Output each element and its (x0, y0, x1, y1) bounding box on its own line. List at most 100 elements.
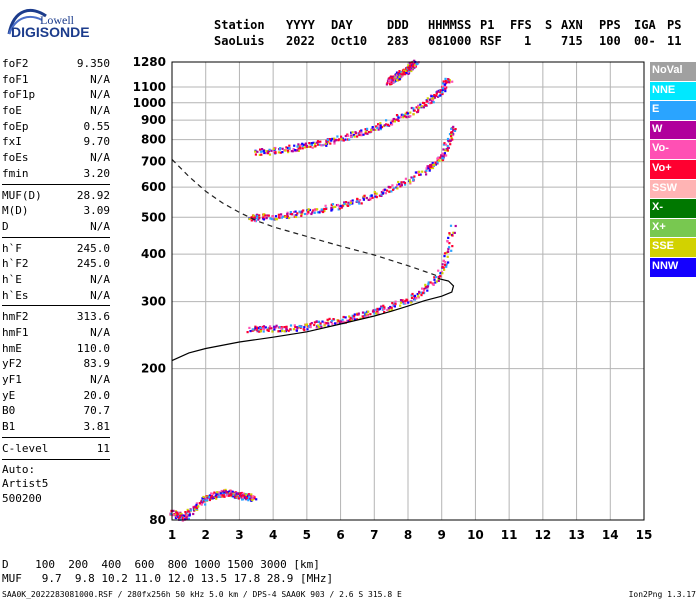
echo-point (360, 131, 363, 134)
echo-point (295, 329, 298, 332)
header-value: 1 (524, 34, 532, 48)
y-tick-label: 300 (141, 295, 166, 309)
echo-point (310, 212, 313, 216)
echo-point (326, 318, 329, 321)
echo-point (286, 212, 289, 216)
echo-point (437, 159, 441, 162)
echo-point (336, 135, 339, 138)
echo-point (401, 73, 404, 76)
echo-point (391, 184, 394, 187)
echo-point (395, 78, 399, 81)
echo-point (286, 147, 290, 150)
echo-point (451, 138, 454, 141)
echo-point (399, 116, 403, 119)
echo-point (410, 69, 413, 73)
echo-point (251, 216, 254, 219)
echo-point (294, 215, 297, 218)
echo-point (267, 329, 270, 332)
echo-point (407, 112, 410, 115)
echo-point (285, 328, 288, 332)
echo-point (448, 79, 451, 82)
echo-point (447, 261, 450, 264)
echo-point (179, 512, 182, 515)
echo-point (350, 319, 353, 322)
echo-point (358, 130, 362, 133)
echo-point (358, 202, 361, 205)
echo-point (248, 495, 251, 498)
echo-point (442, 156, 445, 159)
profile-curve (171, 278, 455, 362)
echo-point (384, 188, 387, 191)
echo-point (360, 202, 363, 205)
echo-point (316, 211, 319, 214)
echo-point (356, 197, 359, 200)
echo-point (321, 210, 324, 213)
echo-point (433, 278, 436, 281)
echo-point (272, 147, 275, 150)
echo-point (418, 173, 421, 176)
echo-point (397, 180, 400, 184)
echo-point (432, 101, 435, 104)
echo-point (396, 74, 399, 77)
echo-point (279, 147, 282, 150)
echo-point (170, 513, 173, 516)
echo-point (375, 125, 378, 128)
echo-point (261, 148, 264, 151)
echo-point (364, 128, 367, 131)
param-row: B1 3.81 (2, 419, 110, 435)
param-group-profile: hmF2 313.6 hmF1 N/A hmE 110.0 yF2 83.9 yF1 N/A yE 2… (2, 309, 110, 435)
echo-point (254, 325, 257, 328)
echo-point (414, 171, 417, 174)
echo-point (340, 135, 343, 138)
param-value: N/A (90, 151, 110, 165)
echo-point (450, 133, 453, 136)
echo-point (428, 169, 431, 172)
echo-point (431, 100, 434, 103)
echo-point (440, 159, 443, 162)
echo-point (409, 115, 412, 118)
param-row: yF2 83.9 (2, 356, 110, 372)
param-value: N/A (90, 72, 110, 86)
echo-point (204, 503, 207, 506)
echo-point (370, 130, 373, 133)
echo-point (210, 492, 213, 495)
param-value: N/A (90, 104, 110, 118)
echo-point (316, 143, 319, 146)
x-tick-label: 9 (438, 528, 446, 542)
echo-point (284, 149, 287, 152)
echo-point (309, 325, 312, 329)
echo-point (317, 320, 320, 323)
echo-point (343, 202, 346, 205)
echo-point (367, 130, 370, 134)
echo-point (327, 324, 330, 327)
echo-point (331, 208, 334, 211)
echo-point (412, 113, 415, 116)
echo-point (431, 161, 434, 165)
echo-point (395, 71, 399, 74)
echo-point (208, 494, 211, 497)
echo-point (441, 158, 445, 162)
echo-point (223, 489, 226, 492)
echo-point (369, 197, 372, 200)
echo-traces (169, 59, 457, 522)
echo-point (247, 497, 250, 500)
echo-point (304, 143, 307, 146)
polarization-legend: NoVal NNE E W Vo- Vo+ SSW X- X+ SSE NNW (650, 62, 696, 278)
echo-point (382, 189, 385, 192)
echo-point (201, 501, 204, 504)
dashed-profile-curve (171, 158, 439, 277)
echo-point (330, 320, 333, 324)
echo-point (267, 150, 270, 153)
echo-point (438, 90, 441, 93)
echo-point (198, 502, 201, 505)
echo-point (247, 499, 250, 502)
echo-point (325, 322, 328, 325)
echo-point (313, 209, 316, 212)
echo-point (320, 208, 323, 211)
echo-point (246, 331, 249, 334)
echo-point (448, 232, 451, 235)
legend-item: X- (650, 199, 696, 218)
echo-point (449, 143, 452, 146)
echo-point (453, 129, 457, 132)
echo-point (311, 146, 314, 149)
